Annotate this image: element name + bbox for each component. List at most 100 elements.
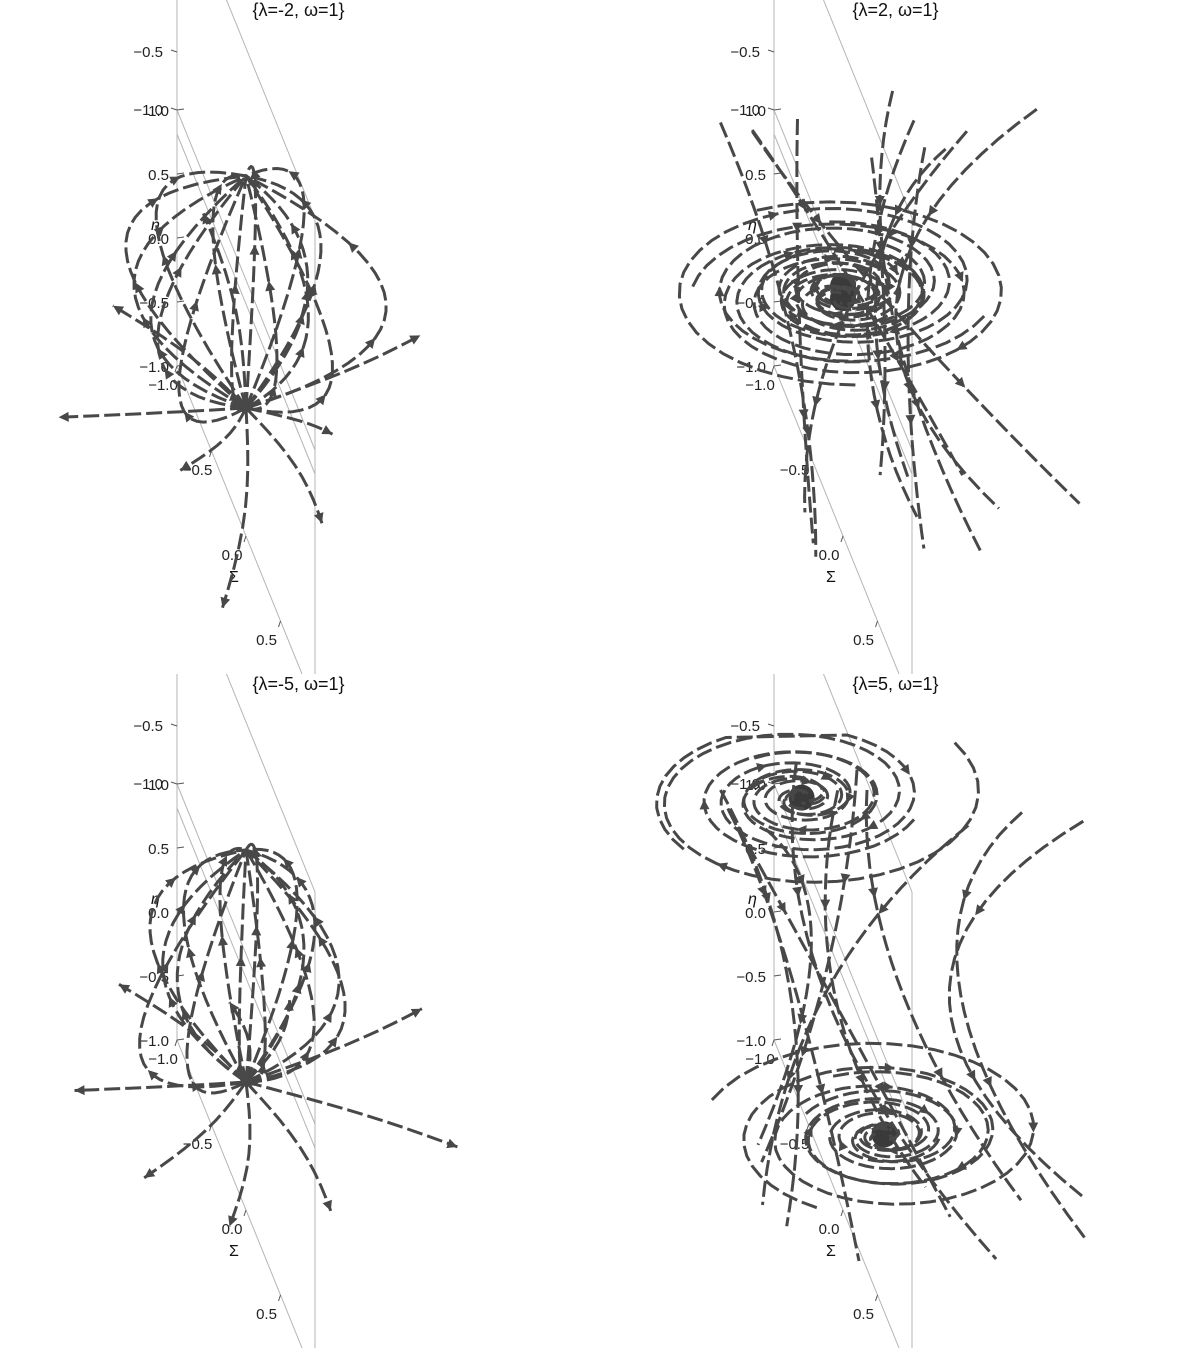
flow-arrow [172, 266, 182, 278]
stream-line [244, 406, 324, 524]
flow-arrow [118, 984, 131, 994]
stream-plot-3d: −1.0−0.50.00.51.0−1.0−0.50.00.51.0−1.0−0… [58, 0, 422, 674]
stream-plot-3d: −1.0−0.50.00.51.0−1.0−0.50.00.51.0−1.0−0… [677, 0, 1081, 674]
x-tick-label: −0.5 [730, 718, 760, 735]
flow-arrow [180, 460, 192, 471]
flow-arrow [910, 397, 921, 410]
flow-arrow [257, 1063, 268, 1074]
flow-arrow [322, 1199, 332, 1211]
eta-tick-label: 0.5 [148, 167, 169, 184]
flow-arrow [783, 250, 795, 261]
flow-arrow [905, 414, 916, 426]
flow-arrow [811, 213, 822, 224]
flow-arrow [767, 211, 779, 221]
sigma-tick-mark [243, 1209, 247, 1217]
stream-line [823, 790, 927, 1188]
stream-line [742, 1065, 995, 1210]
stream-line [156, 175, 248, 410]
stream-line [161, 848, 247, 1084]
flow-arrow [797, 1013, 808, 1025]
chart-title: {λ=5, ω=1} [852, 674, 939, 694]
sigma-axis-label: Σ [826, 569, 836, 586]
flow-arrow [228, 1215, 238, 1227]
flow-arrow [895, 204, 904, 216]
flow-arrow [757, 885, 767, 897]
stream-line [794, 273, 889, 328]
sigma-tick-label: 0.5 [853, 632, 874, 649]
flow-arrow [1028, 1122, 1039, 1133]
flow-arrow [714, 286, 725, 297]
flow-arrow [886, 227, 896, 240]
sigma-tick-label: −0.5 [183, 1136, 213, 1153]
flow-arrow [815, 1083, 826, 1095]
flow-arrow [202, 213, 212, 225]
eta-tick-mark [176, 782, 185, 785]
stream-line [244, 1080, 333, 1212]
flow-arrow [758, 234, 769, 246]
sigma-tick-label: −1.0 [148, 1051, 178, 1068]
stream-line [244, 175, 310, 410]
stream-line [179, 407, 248, 472]
chart-panel-1: {λ=-2, ω=1} −1.0−0.50.00.51.0−1.0−0.50.0… [0, 0, 597, 674]
flow-arrow [788, 310, 799, 322]
flow-arrow [235, 956, 246, 967]
chart-panel-4: {λ=5, ω=1} −1.0−0.50.00.51.0−1.0−0.50.00… [597, 674, 1194, 1348]
stream-line [655, 733, 916, 852]
x-tick-label: −1.0 [730, 102, 760, 119]
flow-arrow [307, 283, 317, 295]
flow-arrow [792, 222, 803, 233]
flow-arrow [212, 183, 222, 196]
sigma-tick-label: 0.5 [256, 1306, 277, 1323]
stream-line [244, 999, 292, 1084]
stream-line [202, 212, 248, 409]
eta-tick-mark [773, 172, 782, 175]
eta-axis-label: η [748, 891, 757, 908]
stream-line [710, 1041, 1035, 1206]
flow-arrow [315, 394, 326, 406]
flow-arrow [873, 225, 884, 236]
sigma-tick-mark [771, 1039, 775, 1047]
stream-plot-3d: −1.0−0.50.00.51.0−1.0−0.50.00.51.0−1.0−0… [655, 674, 1086, 1348]
flow-arrow [249, 244, 260, 255]
flow-arrow [153, 225, 165, 237]
chart-title: {λ=2, ω=1} [852, 0, 939, 20]
flow-arrow [877, 1103, 887, 1115]
stream-line [132, 174, 247, 410]
flow-arrow [716, 862, 729, 872]
x-tick-mark [767, 781, 775, 785]
x-tick-mark [767, 107, 775, 111]
eta-tick-mark [773, 1038, 782, 1041]
stream-line [722, 200, 1003, 375]
flow-arrow [74, 1085, 85, 1096]
flow-arrow [166, 250, 177, 263]
sigma-axis-label: Σ [229, 1243, 239, 1260]
flow-arrow [159, 962, 169, 974]
stream-line [58, 406, 247, 419]
eta-tick-mark [773, 910, 782, 913]
flow-arrow [169, 176, 181, 186]
sigma-tick-label: 0.5 [256, 632, 277, 649]
flow-arrow [954, 376, 966, 388]
stream-line [955, 811, 1086, 1239]
sigma-tick-label: 0.0 [222, 547, 243, 564]
flow-arrow [321, 425, 333, 435]
x-tick-label: −0.5 [133, 44, 163, 61]
stream-line [149, 174, 248, 410]
flow-arrow [283, 1000, 294, 1011]
box-edge [225, 674, 316, 893]
flow-arrow [296, 876, 307, 888]
flow-arrow [759, 301, 769, 313]
sigma-tick-label: −0.5 [780, 462, 810, 479]
flow-arrow [789, 291, 799, 303]
flow-arrow [884, 1062, 895, 1073]
flow-arrow [364, 337, 376, 349]
box-edge [773, 365, 900, 674]
eta-tick-mark [773, 364, 782, 367]
flow-arrow [189, 300, 199, 312]
flow-arrow [888, 263, 898, 275]
stream-line [742, 750, 879, 836]
flow-arrow [58, 411, 69, 422]
stream-line [112, 304, 248, 410]
stream-line [244, 849, 316, 1084]
flow-arrow [218, 935, 228, 946]
